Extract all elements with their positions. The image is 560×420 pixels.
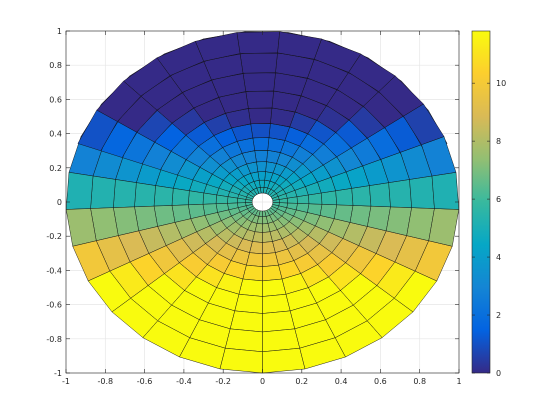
colorbar-tick-label: 2 — [496, 311, 501, 320]
y-tick-label: 1 — [57, 27, 62, 36]
surface-cell — [219, 347, 263, 374]
colorbar-tick-label: 6 — [496, 195, 501, 204]
surface-cell — [254, 150, 268, 163]
x-tick-label: -0.6 — [137, 377, 153, 386]
surface-cell — [262, 278, 287, 297]
x-tick-label: 0.4 — [335, 377, 348, 386]
surface-cell — [236, 31, 280, 54]
surface-cell — [242, 264, 263, 282]
surface-cell — [248, 107, 273, 125]
colorbar-tick-label: 8 — [496, 137, 501, 146]
surface-cell — [153, 185, 174, 207]
surface-cell — [351, 185, 372, 207]
surface-cell — [335, 188, 354, 206]
surface-mesh — [65, 31, 460, 374]
y-tick-label: -0.6 — [46, 301, 62, 310]
y-tick-label: -0.8 — [46, 335, 62, 344]
surface-cell — [262, 294, 291, 314]
y-tick-label: 0 — [57, 198, 62, 207]
surface-cell — [225, 328, 263, 352]
y-axis-ticks: -1 -0.8 -0.6 -0.4 -0.2 0 0.2 0.4 0.6 0.8 1 — [46, 27, 459, 378]
surface-cell — [320, 190, 337, 206]
surface-cell — [388, 179, 412, 208]
colorbar-tick-label: 0 — [496, 369, 501, 378]
surface-cell — [256, 161, 267, 172]
x-tick-label: 1 — [456, 377, 461, 386]
x-tick-label: 0.2 — [295, 377, 308, 386]
surface-cell — [239, 52, 278, 74]
surface-cell — [242, 72, 276, 92]
surface-cell — [262, 347, 306, 374]
y-tick-label: -1 — [54, 369, 62, 378]
y-tick-label: 0.8 — [49, 61, 62, 70]
colorbar-ticks: 0 2 4 6 8 10 — [472, 79, 506, 378]
surface-cell — [250, 123, 271, 139]
surface-cell — [431, 172, 460, 210]
surface-cell — [252, 137, 270, 151]
surface-cell — [369, 182, 391, 208]
surface-cell — [188, 190, 205, 206]
surface-cell — [234, 294, 263, 314]
colorbar: 0 2 4 6 8 10 — [471, 30, 506, 378]
surface-cell — [65, 172, 94, 210]
surface-cell — [171, 188, 190, 206]
surface-cell — [113, 179, 137, 208]
x-axis-ticks: -1 -0.8 -0.6 -0.4 -0.2 0 0.2 0.4 0.6 0.8 1 — [62, 31, 462, 386]
surface-cell — [262, 310, 296, 333]
y-tick-label: 0.6 — [49, 95, 62, 104]
x-tick-label: 0 — [260, 377, 265, 386]
x-tick-label: -0.2 — [215, 377, 231, 386]
x-tick-label: -0.4 — [176, 377, 192, 386]
axes: -1 -0.8 -0.6 -0.4 -0.2 0 0.2 0.4 0.6 0.8 1 -1-0.8-… — [46, 27, 461, 386]
x-tick-label: -1 — [62, 377, 70, 386]
x-tick-label: -0.8 — [97, 377, 113, 386]
surface-cell — [229, 310, 263, 333]
colorbar-gradient — [471, 30, 491, 374]
surface-cell — [90, 175, 116, 209]
surface-cell — [238, 278, 263, 297]
surface-cell — [262, 328, 300, 352]
x-tick-label: 0.8 — [413, 377, 426, 386]
x-tick-label: 0.6 — [374, 377, 387, 386]
surface-cell — [77, 109, 118, 152]
y-tick-label: 0.4 — [49, 130, 62, 139]
surface-cell — [245, 90, 274, 109]
surface-cell — [215, 194, 229, 204]
y-tick-label: 0.2 — [49, 164, 62, 173]
surface-cell — [409, 175, 435, 209]
y-tick-label: -0.4 — [46, 266, 62, 275]
colorbar-tick-label: 4 — [496, 253, 501, 262]
surface-cell — [134, 182, 156, 208]
colorbar-tick-label: 10 — [496, 79, 506, 88]
surface-cell — [202, 192, 217, 205]
y-tick-label: -0.2 — [46, 232, 62, 241]
